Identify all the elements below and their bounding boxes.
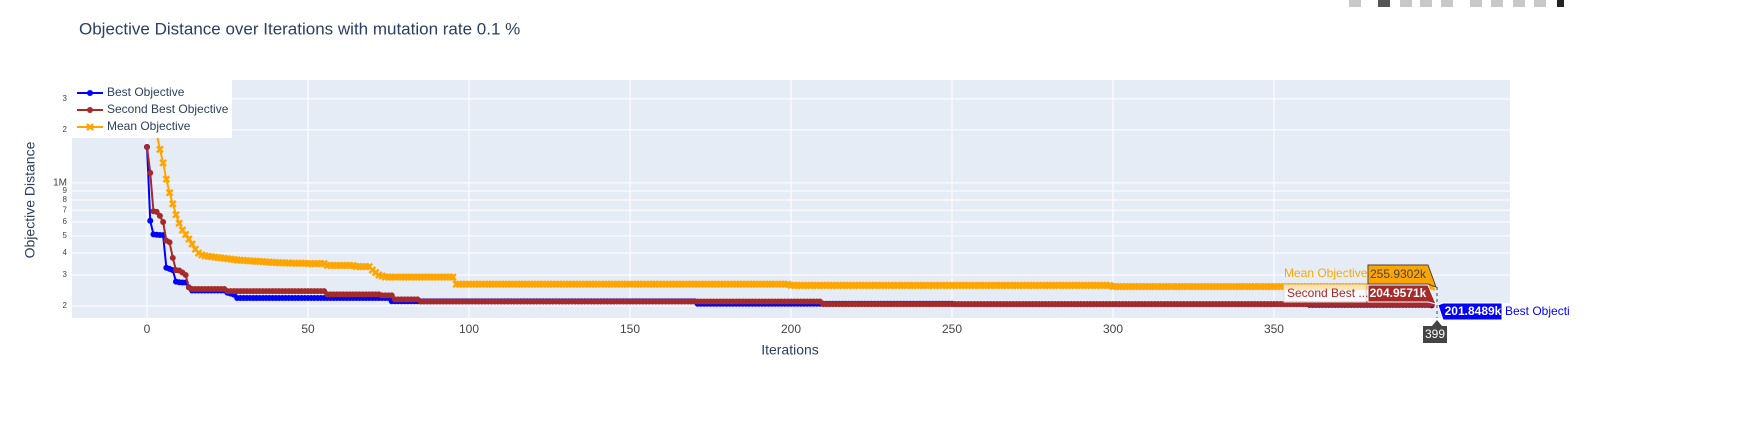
grid (72, 80, 1510, 318)
hover-name-box (1283, 284, 1367, 303)
hover-name: Second Best ... (1287, 286, 1368, 300)
marker (156, 212, 163, 219)
pan-icon[interactable] (1400, 0, 1412, 7)
marker (175, 219, 184, 228)
y-tick-label: 2 (63, 125, 68, 134)
camera-icon[interactable] (1349, 0, 1361, 7)
autoscale-icon[interactable] (1513, 0, 1525, 7)
marker (166, 239, 173, 246)
marker (144, 143, 151, 150)
series (144, 143, 1435, 308)
y-tick-label: 8 (63, 195, 68, 204)
hover-x-box (1423, 320, 1447, 343)
y-tick-label: 7 (63, 205, 68, 214)
reset-icon[interactable] (1534, 0, 1546, 7)
zoom-icon[interactable] (1378, 0, 1390, 7)
y-tick-label: 9 (63, 186, 68, 195)
hover-value: 201.8489k (1445, 304, 1502, 318)
zoom-in-icon[interactable] (1470, 0, 1482, 7)
hover-value: 255.9302k (1370, 267, 1427, 281)
y-tick-label: 3 (63, 94, 68, 103)
chart-title: Objective Distance over Iterations with … (79, 19, 520, 38)
legend-label: Mean Objective (107, 119, 191, 133)
modebar (1349, 0, 1564, 7)
hover-name: Best Objecti (1505, 304, 1570, 318)
hover-box (1367, 284, 1437, 305)
marker (156, 145, 164, 154)
marker (153, 208, 160, 215)
x-tick-label: 350 (1264, 322, 1284, 336)
x-tick-label: 100 (459, 322, 479, 336)
y-tick-label: 4 (63, 248, 68, 257)
y-tick-label: 5 (63, 231, 68, 240)
marker (162, 175, 171, 184)
hover-name-box (1502, 303, 1564, 320)
legend-marker (87, 90, 93, 96)
legend-label: Second Best Objective (107, 102, 229, 116)
x-tick-label: 50 (301, 322, 315, 336)
legend-label: Best Objective (107, 85, 185, 99)
hover-labels: Mean Objective 255.9302k Second Best ...… (1283, 264, 1570, 343)
select-icon[interactable] (1420, 0, 1432, 7)
y-tick-label: 2 (63, 301, 68, 310)
marker (147, 43, 153, 49)
x-tick-label: 300 (1103, 322, 1123, 336)
y-tick-label: 6 (63, 217, 68, 226)
marker (185, 235, 193, 243)
marker (150, 70, 156, 76)
traces (144, 43, 1436, 309)
marker (147, 169, 154, 176)
marker (172, 210, 180, 219)
marker (147, 217, 154, 224)
legend-marker (87, 107, 93, 113)
marker (169, 254, 176, 261)
x-tick-label: 250 (942, 322, 962, 336)
lasso-icon[interactable] (1441, 0, 1453, 7)
logo-icon[interactable] (1557, 0, 1564, 7)
x-tick-label: 0 (144, 322, 151, 336)
x-axis-title: Iterations (761, 342, 819, 358)
marker (188, 240, 196, 248)
hover-x-value: 399 (1425, 327, 1445, 341)
marker (449, 273, 457, 281)
hover-name: Mean Objective (1284, 266, 1368, 280)
hover-box (1367, 264, 1437, 288)
marker (168, 200, 177, 208)
legend-marker (86, 123, 94, 131)
y-tick-label: 3 (63, 270, 68, 279)
marker (159, 158, 167, 167)
y-tick-label: 1M (53, 178, 67, 189)
marker (388, 292, 395, 299)
zoom-out-icon[interactable] (1491, 0, 1503, 7)
x-tick-label: 200 (781, 322, 801, 336)
marker (182, 272, 189, 279)
marker (165, 188, 174, 197)
legend: Best Objective Second Best Objective Mean … (72, 80, 232, 138)
y-axis-title: Objective Distance (22, 141, 38, 258)
marker (160, 218, 167, 225)
x-tick-label: 150 (620, 322, 640, 336)
hover-value: 204.9571k (1370, 286, 1427, 300)
